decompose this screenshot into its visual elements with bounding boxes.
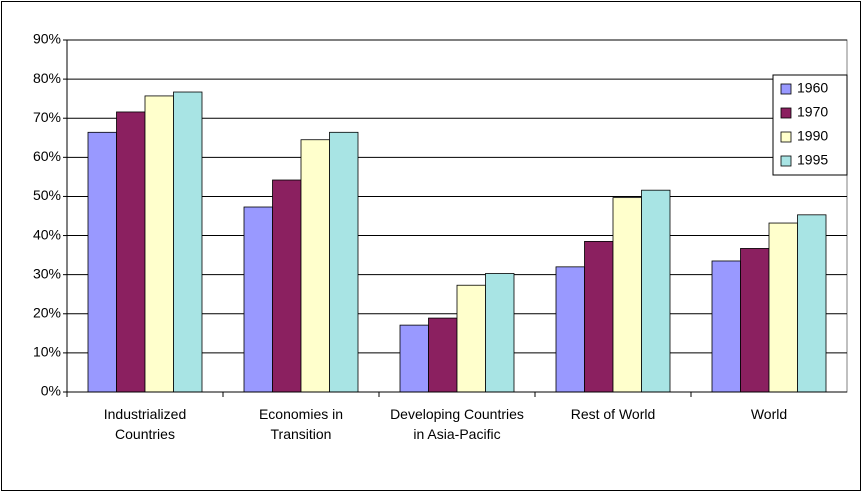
y-tick-label: 90% [33, 31, 61, 47]
bar [144, 95, 174, 393]
bar [243, 206, 273, 393]
legend-label: 1960 [797, 80, 828, 96]
bar [584, 241, 614, 393]
legend-swatch [780, 155, 792, 167]
bar [711, 260, 741, 393]
bar [428, 317, 458, 393]
x-tick-label: World [750, 406, 788, 422]
bar [768, 222, 798, 393]
bar [87, 131, 117, 393]
y-tick-label: 30% [33, 265, 61, 281]
bar [329, 131, 359, 393]
legend-swatch [780, 131, 792, 143]
bar [485, 273, 515, 393]
bar [116, 111, 146, 393]
y-tick-label: 10% [33, 344, 61, 360]
bar [272, 179, 302, 393]
legend-swatch [780, 83, 792, 95]
y-tick-label: 0% [41, 383, 61, 399]
bar [740, 248, 770, 393]
bar [173, 91, 203, 393]
x-tick-label: Industrialized Countries [103, 406, 187, 442]
y-tick-label: 60% [33, 148, 61, 164]
bar [456, 284, 486, 393]
legend-label: 1970 [797, 104, 828, 120]
x-tick-label: Rest of World [570, 406, 656, 422]
bar [399, 324, 429, 393]
legend-label: 1990 [797, 128, 828, 144]
bar [300, 139, 330, 393]
bar [555, 266, 585, 393]
legend-swatch [780, 107, 792, 119]
bar [641, 189, 671, 393]
bar [797, 214, 827, 393]
x-tick-label: Economies in Transition [258, 406, 344, 442]
bar [612, 197, 642, 393]
y-tick-label: 70% [33, 109, 61, 125]
y-tick-label: 20% [33, 304, 61, 320]
y-tick-label: 40% [33, 226, 61, 242]
legend-label: 1995 [797, 152, 828, 168]
x-tick-label: Developing Countries in Asia-Pacific [390, 406, 524, 442]
y-tick-label: 50% [33, 187, 61, 203]
y-tick-label: 80% [33, 70, 61, 86]
